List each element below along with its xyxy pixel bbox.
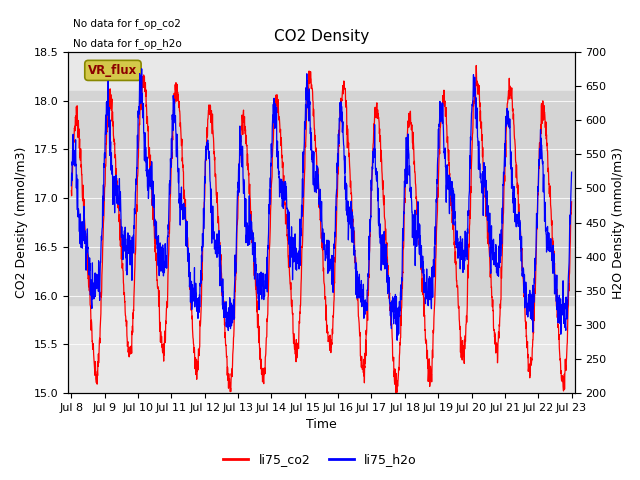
Y-axis label: H2O Density (mmol/m3): H2O Density (mmol/m3) bbox=[612, 146, 625, 299]
X-axis label: Time: Time bbox=[306, 419, 337, 432]
Legend: li75_co2, li75_h2o: li75_co2, li75_h2o bbox=[218, 448, 422, 471]
Text: No data for f_op_co2: No data for f_op_co2 bbox=[73, 18, 181, 29]
Y-axis label: CO2 Density (mmol/m3): CO2 Density (mmol/m3) bbox=[15, 147, 28, 298]
Title: CO2 Density: CO2 Density bbox=[274, 29, 369, 44]
Text: No data for f_op_h2o: No data for f_op_h2o bbox=[73, 38, 182, 49]
Text: VR_flux: VR_flux bbox=[88, 64, 138, 77]
Bar bbox=[68, 91, 575, 305]
